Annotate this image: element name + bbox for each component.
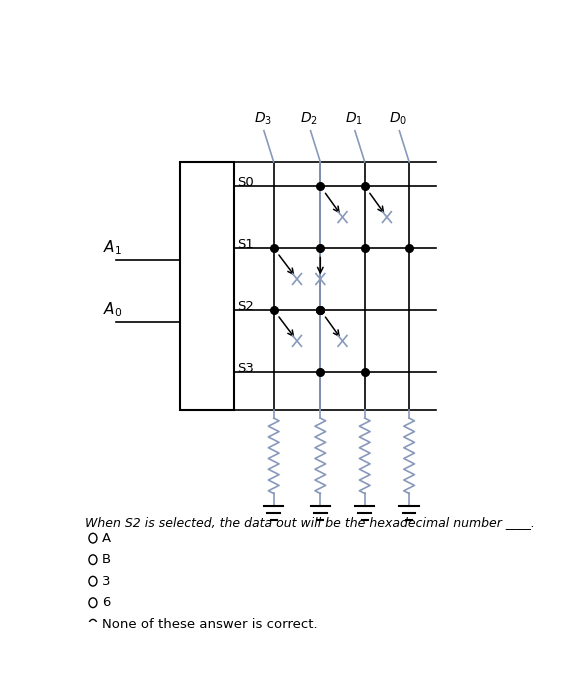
Text: S1: S1 xyxy=(237,238,254,252)
Text: S3: S3 xyxy=(237,362,254,375)
Bar xyxy=(180,162,234,410)
Text: B: B xyxy=(102,553,111,566)
Text: $D_2$: $D_2$ xyxy=(300,110,318,127)
Text: $D_0$: $D_0$ xyxy=(389,110,407,127)
Text: S0: S0 xyxy=(237,176,254,189)
Text: When S2 is selected, the data out will be the hexadecimal number ____.: When S2 is selected, the data out will b… xyxy=(85,516,535,528)
Text: A: A xyxy=(102,532,111,545)
Text: 6: 6 xyxy=(102,596,110,610)
Text: $D_1$: $D_1$ xyxy=(344,110,363,127)
Text: S2: S2 xyxy=(237,301,254,313)
Text: 3: 3 xyxy=(102,575,111,588)
Text: $D_3$: $D_3$ xyxy=(253,110,272,127)
Text: None of these answer is correct.: None of these answer is correct. xyxy=(102,618,317,630)
Text: $A_1$: $A_1$ xyxy=(103,238,121,257)
Text: $A_0$: $A_0$ xyxy=(103,301,122,319)
